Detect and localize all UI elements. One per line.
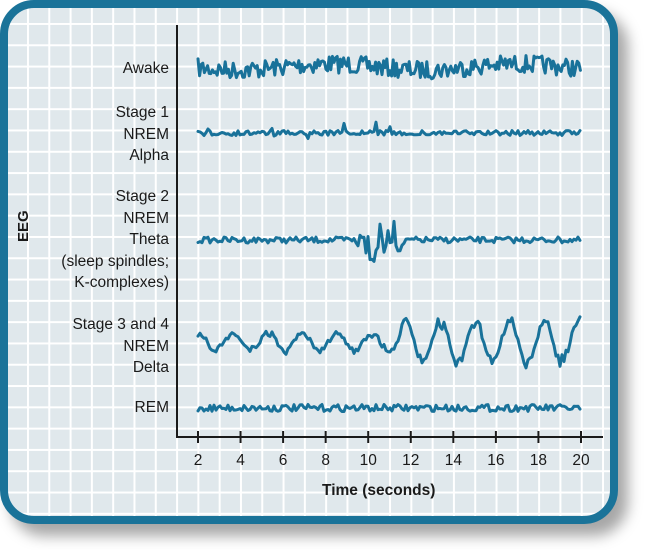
trace-awake xyxy=(196,54,582,81)
x-tick-label: 6 xyxy=(278,452,288,469)
x-tick-label: 2 xyxy=(193,452,203,469)
x-tick-label: 18 xyxy=(529,452,548,469)
x-tick-label: 8 xyxy=(321,452,330,469)
series-label-rem: REM xyxy=(134,399,169,416)
series-label-awake: Awake xyxy=(122,60,169,77)
x-axis-label: Time (seconds) xyxy=(322,482,436,499)
x-tick-label: 20 xyxy=(572,452,590,469)
axes xyxy=(176,25,603,443)
x-tick-label: 12 xyxy=(402,452,420,469)
y-axis-label: EEG xyxy=(15,210,32,242)
x-tick-label: 14 xyxy=(444,452,462,469)
trace-stage1 xyxy=(196,120,582,140)
x-tick-label: 16 xyxy=(487,452,505,469)
trace-stage2 xyxy=(196,219,582,263)
trace-rem xyxy=(196,403,582,413)
series-label-stage1: Stage 1 NREM Alpha xyxy=(115,104,169,164)
eeg-traces xyxy=(196,54,582,413)
series-label-stage2: Stage 2 NREM Theta (sleep spindles; K-co… xyxy=(61,188,169,291)
x-tick-label: 4 xyxy=(236,452,245,469)
trace-stage3-4 xyxy=(196,315,582,370)
x-tick-label: 10 xyxy=(359,452,377,469)
chart-frame xyxy=(0,0,618,524)
series-label-stage3-4: Stage 3 and 4 NREM Delta xyxy=(72,316,169,376)
